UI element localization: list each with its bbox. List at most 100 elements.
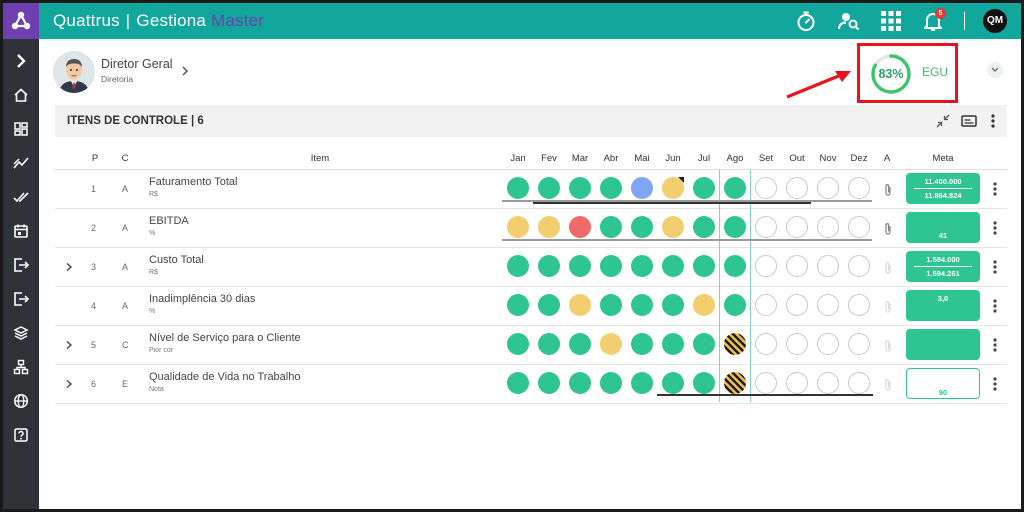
month-status-dot[interactable] [755, 294, 777, 316]
month-status-dot[interactable] [755, 255, 777, 277]
month-status-dot[interactable] [569, 255, 591, 277]
month-status-dot[interactable] [507, 294, 529, 316]
bell-icon[interactable]: 5 [921, 8, 946, 33]
app-logo[interactable] [3, 3, 39, 39]
month-status-dot[interactable] [786, 372, 808, 394]
help-icon[interactable] [11, 425, 31, 445]
table-row[interactable]: 5 C Nível de Serviço para o Cliente Pior co… [55, 326, 1007, 365]
meta-value-box[interactable] [906, 329, 980, 360]
dashboard-icon[interactable] [11, 119, 31, 139]
month-status-dot[interactable] [693, 255, 715, 277]
month-status-dot[interactable] [848, 216, 870, 238]
month-status-dot[interactable] [662, 255, 684, 277]
month-status-dot[interactable] [507, 255, 529, 277]
month-status-dot[interactable] [755, 216, 777, 238]
month-status-dot[interactable] [631, 372, 653, 394]
layers-icon[interactable] [11, 323, 31, 343]
row-more-icon[interactable] [990, 258, 1000, 276]
month-status-dot[interactable] [817, 216, 839, 238]
meta-value-box[interactable]: 1.584.000 1.594.261 [906, 251, 980, 282]
table-row[interactable]: 4 A Inadimplência 30 dias% 3,0 [55, 287, 1007, 326]
home-icon[interactable] [11, 85, 31, 105]
month-status-dot[interactable] [569, 216, 591, 238]
row-more-icon[interactable] [990, 219, 1000, 237]
user-avatar-initials[interactable]: QM [983, 9, 1007, 33]
month-status-dot[interactable] [538, 294, 560, 316]
chevron-right-icon[interactable] [65, 379, 73, 389]
chevron-down-icon[interactable] [987, 62, 1003, 78]
month-status-dot[interactable] [569, 294, 591, 316]
globe-icon[interactable] [11, 391, 31, 411]
paperclip-icon[interactable] [883, 339, 893, 353]
month-status-dot[interactable] [693, 177, 715, 199]
month-status-dot[interactable] [786, 294, 808, 316]
month-status-dot[interactable] [755, 177, 777, 199]
month-status-dot[interactable] [662, 216, 684, 238]
user-search-icon[interactable] [837, 9, 861, 33]
row-item-name[interactable]: Nível de Serviço para o Cliente [149, 332, 301, 344]
month-status-dot[interactable] [724, 333, 746, 355]
month-status-dot[interactable] [817, 177, 839, 199]
paperclip-icon[interactable] [883, 261, 893, 275]
month-status-dot[interactable] [569, 333, 591, 355]
row-item-name[interactable]: Custo Total [149, 254, 204, 266]
month-status-dot[interactable] [507, 177, 529, 199]
row-more-icon[interactable] [990, 297, 1000, 315]
row-item-name[interactable]: Faturamento Total [149, 176, 238, 188]
table-row[interactable]: 6 E Qualidade de Vida no Trabalho Nota 90 [55, 365, 1007, 404]
month-status-dot[interactable] [631, 255, 653, 277]
month-status-dot[interactable] [848, 177, 870, 199]
month-status-dot[interactable] [600, 333, 622, 355]
row-item-name[interactable]: EBITDA [149, 215, 189, 227]
month-status-dot[interactable] [817, 255, 839, 277]
month-status-dot[interactable] [724, 255, 746, 277]
month-status-dot[interactable] [662, 177, 684, 199]
meta-value-box[interactable]: 3,0 [906, 290, 980, 321]
month-status-dot[interactable] [600, 177, 622, 199]
month-status-dot[interactable] [600, 372, 622, 394]
month-status-dot[interactable] [662, 333, 684, 355]
chevron-right-icon[interactable] [11, 51, 31, 71]
month-status-dot[interactable] [848, 333, 870, 355]
paperclip-icon[interactable] [883, 222, 893, 236]
month-status-dot[interactable] [848, 294, 870, 316]
collapse-icon[interactable] [935, 113, 951, 129]
month-status-dot[interactable] [538, 372, 560, 394]
row-more-icon[interactable] [990, 180, 1000, 198]
month-status-dot[interactable] [848, 255, 870, 277]
month-status-dot[interactable] [631, 216, 653, 238]
row-item-name[interactable]: Inadimplência 30 dias [149, 293, 256, 305]
paperclip-icon[interactable] [883, 300, 893, 314]
table-row[interactable]: 3 A Custo Total R$ 1.584.000 1.594.261 [55, 248, 1007, 287]
month-status-dot[interactable] [786, 255, 808, 277]
month-status-dot[interactable] [755, 333, 777, 355]
paperclip-icon[interactable] [883, 183, 893, 197]
user-avatar[interactable] [53, 51, 95, 93]
month-status-dot[interactable] [662, 372, 684, 394]
month-status-dot[interactable] [538, 177, 560, 199]
month-status-dot[interactable] [600, 255, 622, 277]
month-status-dot[interactable] [538, 333, 560, 355]
chevron-right-icon[interactable] [65, 262, 73, 272]
month-status-dot[interactable] [786, 177, 808, 199]
stopwatch-icon[interactable] [794, 9, 818, 33]
month-status-dot[interactable] [507, 216, 529, 238]
month-status-dot[interactable] [507, 372, 529, 394]
month-status-dot[interactable] [600, 294, 622, 316]
month-status-dot[interactable] [817, 294, 839, 316]
month-status-dot[interactable] [569, 177, 591, 199]
month-status-dot[interactable] [755, 372, 777, 394]
month-status-dot[interactable] [662, 294, 684, 316]
month-status-dot[interactable] [786, 333, 808, 355]
meta-value-box[interactable]: 41 [906, 212, 980, 243]
row-more-icon[interactable] [990, 336, 1000, 354]
apps-grid-icon[interactable] [879, 9, 903, 33]
month-status-dot[interactable] [848, 372, 870, 394]
month-status-dot[interactable] [724, 372, 746, 394]
month-status-dot[interactable] [724, 294, 746, 316]
month-status-dot[interactable] [631, 294, 653, 316]
month-status-dot[interactable] [631, 333, 653, 355]
table-row[interactable]: 2 A EBITDA% 41 [55, 209, 1007, 248]
hierarchy-icon[interactable] [11, 357, 31, 377]
row-more-icon[interactable] [990, 375, 1000, 393]
